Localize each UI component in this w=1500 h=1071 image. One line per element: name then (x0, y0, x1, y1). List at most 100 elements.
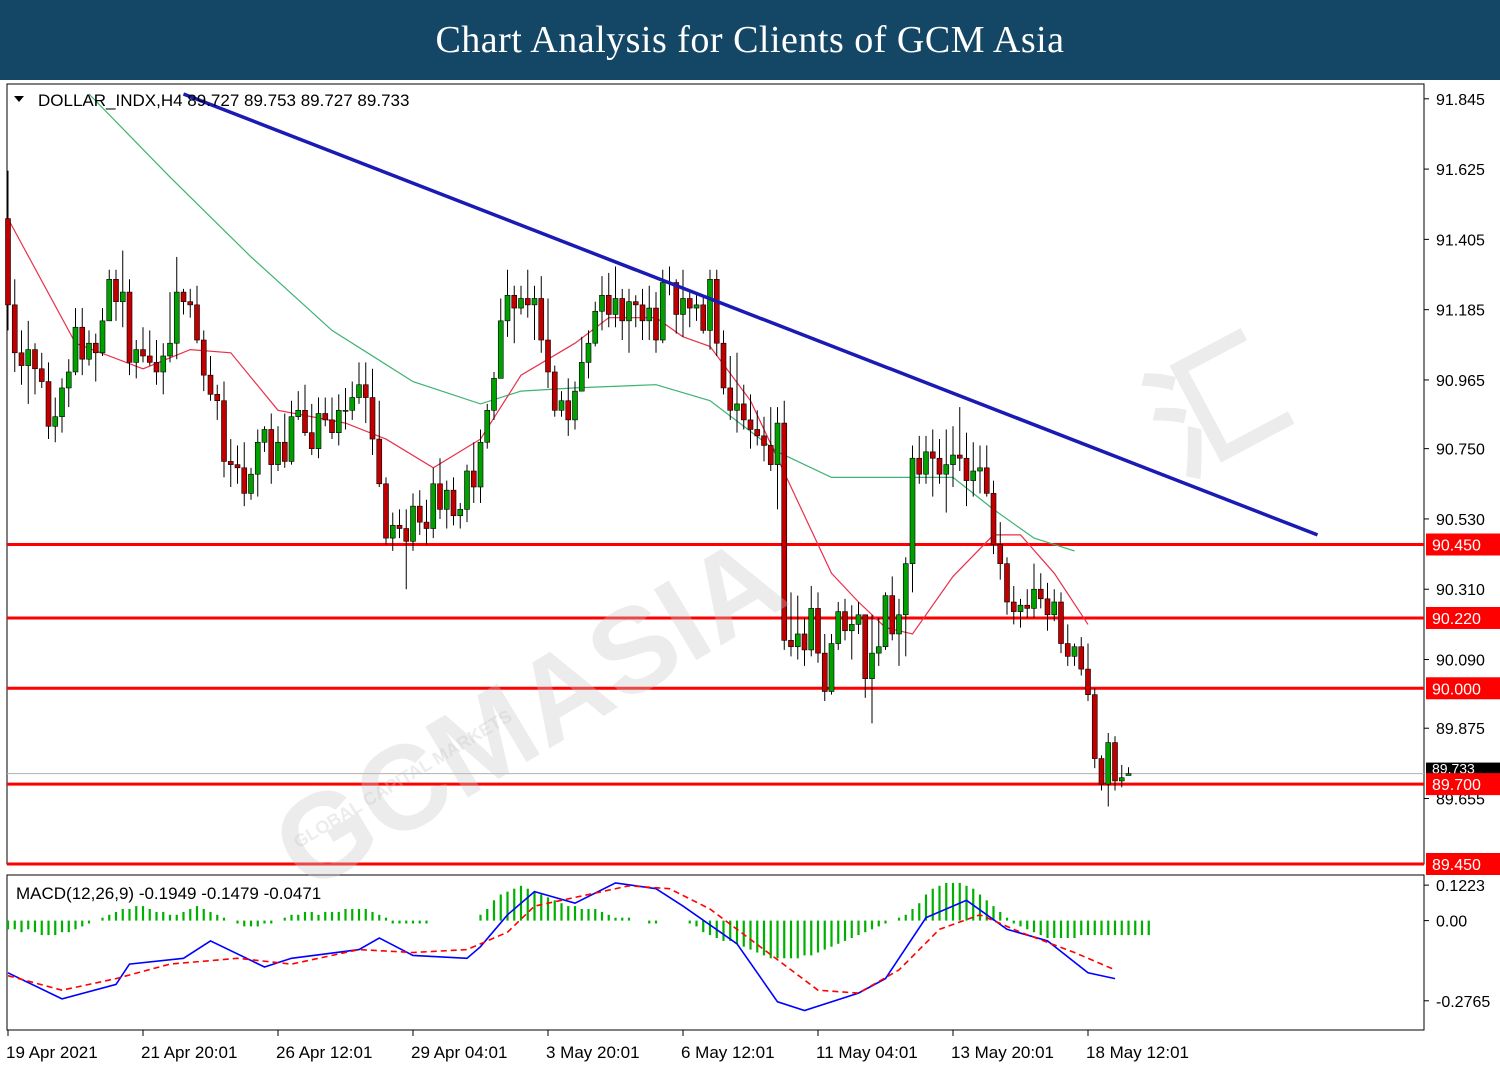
candle-body (929, 451, 936, 459)
candle-body (25, 349, 32, 366)
header-banner: Chart Analysis for Clients of GCM Asia (0, 0, 1500, 80)
candle-body (943, 464, 950, 475)
candle-body (59, 387, 65, 417)
candle-body (882, 595, 889, 648)
candle-body (902, 563, 909, 616)
candle-body (963, 457, 970, 481)
candle-body (234, 464, 241, 469)
candle-body (896, 614, 902, 635)
macd-signal-line (7, 884, 1116, 994)
candle-body (1058, 601, 1064, 644)
candle-body (551, 371, 558, 411)
price-tick-label: 90.310 (1436, 582, 1485, 599)
candle-body (173, 291, 180, 344)
candle-body (842, 611, 848, 632)
candle-body (524, 298, 531, 306)
candle-body (322, 413, 329, 421)
level-tag (1426, 677, 1500, 700)
candle-body (848, 624, 855, 632)
candle-body (1064, 643, 1071, 657)
macd-panel-frame (6, 874, 1425, 1031)
candle-body (1078, 646, 1085, 670)
candle-body (302, 410, 308, 433)
candle-body (970, 470, 977, 481)
candle-body (383, 483, 389, 539)
candle-body (248, 473, 254, 494)
candle-body (1105, 742, 1112, 785)
candle-body (713, 279, 720, 344)
candle-body (140, 349, 146, 357)
candle-body (295, 410, 302, 417)
candle-body (214, 394, 221, 402)
price-tick-label: 89.655 (1436, 792, 1485, 809)
candle-body (194, 304, 200, 341)
candle-body (950, 454, 956, 465)
chart-canvas: 91.845 91.625 91.405 91.185 90.965 90.750 90.5… (5, 83, 1500, 1062)
candle-body (369, 397, 376, 440)
candle-body (916, 457, 923, 475)
time-tick-label: 11 May 04:01 (816, 1043, 918, 1062)
macd-panel: 0.1223 0.00 -0.2765 MACD(12,26,9) -0.1949 -… (6, 874, 1490, 1031)
time-tick-label: 26 Apr 12:01 (276, 1043, 372, 1062)
candle-body (470, 470, 477, 488)
candle-body (1112, 742, 1118, 782)
candle-body (1085, 668, 1091, 695)
candle-body (680, 298, 686, 315)
price-tick-label: 90.530 (1436, 512, 1485, 529)
candle-body (936, 457, 943, 475)
macd-tick-label: 0.00 (1436, 914, 1467, 931)
candle-body (1024, 604, 1031, 609)
candle-body (227, 461, 234, 465)
candle-body (862, 614, 869, 679)
candle-body (707, 279, 713, 331)
candle-body (558, 400, 565, 411)
level-label: 90.000 (1432, 681, 1481, 698)
candle-body (727, 387, 734, 411)
candle-body (450, 489, 457, 517)
candle-body (261, 429, 268, 443)
candle-body (673, 282, 680, 315)
price-tick-label: 90.965 (1436, 373, 1485, 390)
candle-body (1118, 777, 1125, 782)
candle-body (734, 403, 740, 411)
candle-body (686, 298, 693, 309)
time-tick-label: 13 May 20:01 (951, 1043, 1054, 1062)
candle-body (923, 451, 929, 475)
candle-body (740, 403, 747, 421)
level-label: 89.450 (1432, 857, 1481, 874)
price-tick-label: 91.405 (1436, 232, 1485, 249)
macd-tick-label: -0.2765 (1436, 994, 1490, 1011)
candle-body (626, 301, 632, 322)
candle-body (457, 509, 464, 517)
candle-body (646, 307, 653, 322)
candle-body (268, 429, 275, 465)
candle-body (983, 467, 990, 494)
candle-body (437, 483, 443, 510)
time-tick-label: 19 Apr 2021 (6, 1043, 98, 1062)
candle-body (32, 349, 38, 370)
level-tag (1426, 773, 1500, 796)
candle-body (781, 422, 788, 641)
price-tick-label: 91.185 (1436, 303, 1485, 320)
candle-body (52, 416, 59, 427)
candle-body (761, 435, 767, 446)
candle-body (653, 307, 659, 341)
time-tick-label: 3 May 20:01 (546, 1043, 640, 1062)
candle-body (18, 352, 25, 366)
candle-body (362, 384, 369, 398)
time-tick-label: 6 May 12:01 (681, 1043, 775, 1062)
level-tag (1426, 853, 1500, 875)
candle-body (754, 429, 761, 437)
candle-body (693, 304, 700, 309)
current-price-label: 89.733 (1432, 761, 1475, 777)
macd-line (7, 882, 1116, 1012)
candle-body (288, 416, 295, 462)
candle-body (1091, 694, 1098, 759)
candle-body (396, 525, 403, 529)
candle-body (349, 397, 356, 411)
candle-body (221, 400, 227, 462)
candle-body (794, 633, 801, 648)
candle-body (423, 521, 430, 529)
candle-body (612, 298, 619, 315)
candle-body (106, 279, 113, 322)
